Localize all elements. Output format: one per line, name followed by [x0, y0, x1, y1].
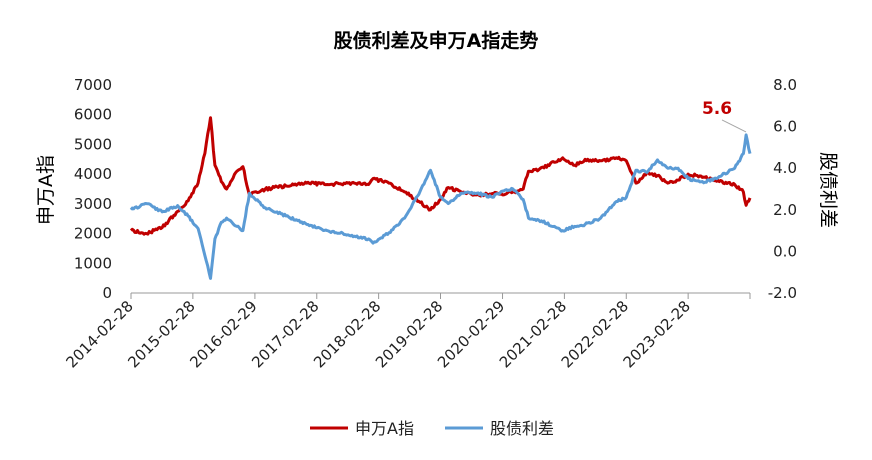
left-tick-label: 4000 [74, 165, 112, 183]
left-axis-label: 申万A指 [35, 155, 57, 225]
legend-label-shenwan-a: 申万A指 [355, 419, 414, 438]
left-tick-label: 5000 [74, 135, 112, 153]
chart-title: 股债利差及申万A指走势 [334, 29, 539, 52]
left-tick-label: 3000 [74, 195, 112, 213]
annotation-leader-line [721, 119, 747, 133]
series-line-spread [129, 133, 752, 280]
left-tick-label: 2000 [74, 225, 112, 243]
left-axis-ticks: 0 1000 2000 3000 4000 5000 6000 7000 [74, 76, 112, 302]
right-tick-label: 0.0 [773, 242, 797, 260]
right-tick-label: -2.0 [768, 284, 797, 302]
right-tick-label: 4.0 [773, 159, 797, 177]
left-tick-label: 0 [102, 284, 112, 302]
right-axis-ticks: -2.0 0.0 2.0 4.0 6.0 8.0 [768, 76, 797, 302]
x-tick-label: 2023-02-28 [620, 297, 694, 371]
right-axis-label: 股债利差 [817, 152, 839, 228]
x-axis-ticks: 2014-02-282015-02-282016-02-292017-02-28… [62, 293, 751, 371]
legend: 申万A指 股债利差 [310, 419, 554, 438]
legend-label-spread: 股债利差 [490, 419, 554, 438]
right-tick-label: 2.0 [773, 201, 797, 219]
left-tick-label: 1000 [74, 254, 112, 272]
left-tick-label: 6000 [74, 106, 112, 124]
left-tick-label: 7000 [74, 76, 112, 94]
annotation-label: 5.6 [702, 99, 732, 119]
series-line-shenwan-a [129, 116, 752, 236]
right-tick-label: 8.0 [773, 76, 797, 94]
right-tick-label: 6.0 [773, 118, 797, 136]
